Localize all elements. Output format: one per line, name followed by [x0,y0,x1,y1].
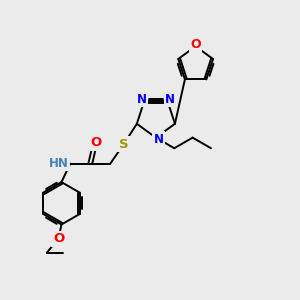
Text: O: O [190,38,201,51]
Text: N: N [154,133,164,146]
Text: N: N [137,93,147,106]
Text: O: O [53,232,64,245]
Text: HN: HN [49,157,69,170]
Text: O: O [91,136,102,149]
Text: S: S [119,138,128,151]
Text: N: N [165,93,175,106]
